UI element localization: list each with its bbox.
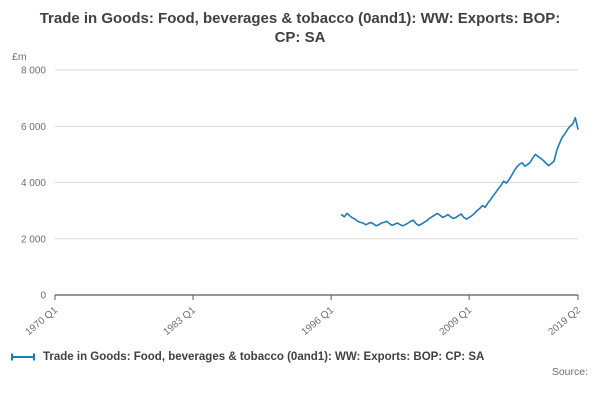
svg-text:1996 Q1: 1996 Q1 xyxy=(300,304,337,337)
chart-svg: £m 0 2 000 4 000 6 000 8 000 1970 Q1 1983 Q1 199… xyxy=(12,51,583,338)
legend-label: Trade in Goods: Food, beverages & tobacc… xyxy=(43,350,485,363)
legend-line-icon xyxy=(11,353,35,360)
svg-text:6 000: 6 000 xyxy=(21,121,46,132)
chart-legend: Trade in Goods: Food, beverages & tobacc… xyxy=(10,351,592,363)
page-title: Trade in Goods: Food, beverages & tobacc… xyxy=(39,10,561,46)
svg-text:2019 Q2: 2019 Q2 xyxy=(546,304,583,337)
svg-text:2009 Q1: 2009 Q1 xyxy=(438,304,475,337)
svg-text:4 000: 4 000 xyxy=(21,178,46,189)
source-label: Source: xyxy=(551,365,588,378)
svg-text:0: 0 xyxy=(40,290,46,301)
svg-text:8 000: 8 000 xyxy=(21,65,46,76)
svg-text:2 000: 2 000 xyxy=(21,234,46,245)
svg-text:1983 Q1: 1983 Q1 xyxy=(162,304,199,337)
chart-area: £m 0 2 000 4 000 6 000 8 000 1970 Q1 1983 Q1 199… xyxy=(0,48,600,345)
svg-text:1970 Q1: 1970 Q1 xyxy=(23,304,60,337)
svg-text:£m: £m xyxy=(12,51,27,63)
